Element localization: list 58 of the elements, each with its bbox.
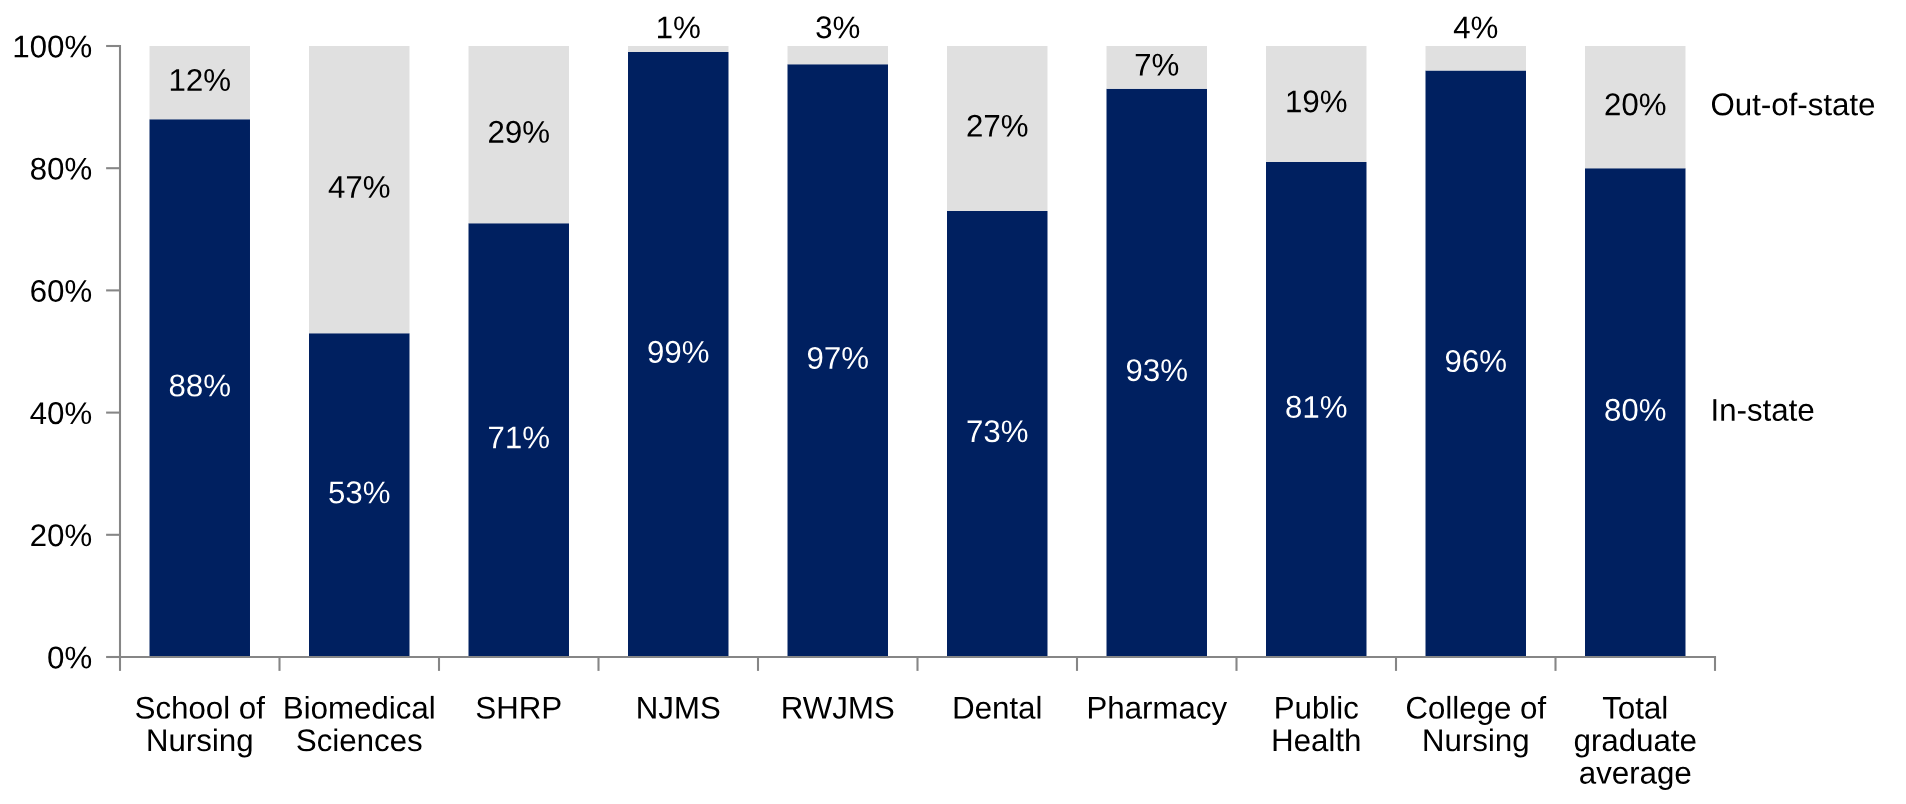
bar xyxy=(468,223,569,657)
bar xyxy=(309,46,410,334)
data-label: 20% xyxy=(1605,93,1666,116)
series-label: In-state xyxy=(1713,399,1814,421)
bar xyxy=(1425,70,1526,657)
x-tick-label: Public Health xyxy=(1273,695,1360,752)
bar xyxy=(787,64,888,657)
bar xyxy=(149,119,250,657)
y-tick-label: 80% xyxy=(31,157,92,180)
bar xyxy=(628,52,729,657)
data-label: 99% xyxy=(648,340,709,363)
bar xyxy=(468,46,569,224)
series-label: Out-of-state xyxy=(1711,92,1875,116)
bar xyxy=(1425,46,1526,71)
data-label: 97% xyxy=(807,346,868,370)
bar xyxy=(947,46,1048,211)
bar xyxy=(309,333,410,657)
data-label: 1% xyxy=(658,16,700,39)
bar xyxy=(1585,168,1686,657)
bar xyxy=(149,46,250,120)
data-label: 19% xyxy=(1287,90,1347,113)
bar xyxy=(1585,46,1686,169)
data-label: 80% xyxy=(1605,398,1666,421)
x-tick-label: NJMS xyxy=(638,696,720,719)
x-tick-label: Dental xyxy=(954,695,1041,719)
y-tick-label: 0% xyxy=(48,646,92,669)
bar xyxy=(1266,46,1367,163)
data-label: 7% xyxy=(1135,53,1179,76)
x-tick-label: SHRP xyxy=(476,696,561,719)
data-label: 88% xyxy=(169,374,230,397)
y-tick-label: 60% xyxy=(31,279,92,303)
y-tick-label: 40% xyxy=(30,402,92,425)
x-tick-label: Total graduate average xyxy=(1574,695,1696,791)
x-tick-label: RWJMS xyxy=(783,696,894,719)
data-label: 4% xyxy=(1453,16,1498,39)
data-label: 71% xyxy=(489,426,549,449)
data-label: 96% xyxy=(1445,349,1506,373)
bar xyxy=(947,210,1048,657)
data-label: 3% xyxy=(816,16,860,39)
x-tick-label: College of Nursing xyxy=(1406,695,1547,758)
data-label: 73% xyxy=(967,420,1028,443)
y-tick-label: 100% xyxy=(14,35,92,58)
bar xyxy=(1106,46,1207,89)
data-label: 93% xyxy=(1126,359,1187,382)
y-tick-label: 20% xyxy=(31,524,92,547)
data-label: 12% xyxy=(170,68,230,91)
x-tick-label: School of Nursing xyxy=(136,695,265,758)
bar xyxy=(787,46,888,65)
x-tick-label: Pharmacy xyxy=(1088,695,1228,726)
bar xyxy=(1266,162,1367,657)
data-label: 27% xyxy=(967,114,1028,137)
bar xyxy=(628,46,729,53)
data-label: 47% xyxy=(328,175,390,198)
x-tick-label: Biomedical Sciences xyxy=(285,695,434,752)
data-label: 29% xyxy=(489,120,549,143)
bar xyxy=(1106,88,1207,657)
data-label: 81% xyxy=(1286,395,1347,418)
data-label: 53% xyxy=(329,481,390,504)
